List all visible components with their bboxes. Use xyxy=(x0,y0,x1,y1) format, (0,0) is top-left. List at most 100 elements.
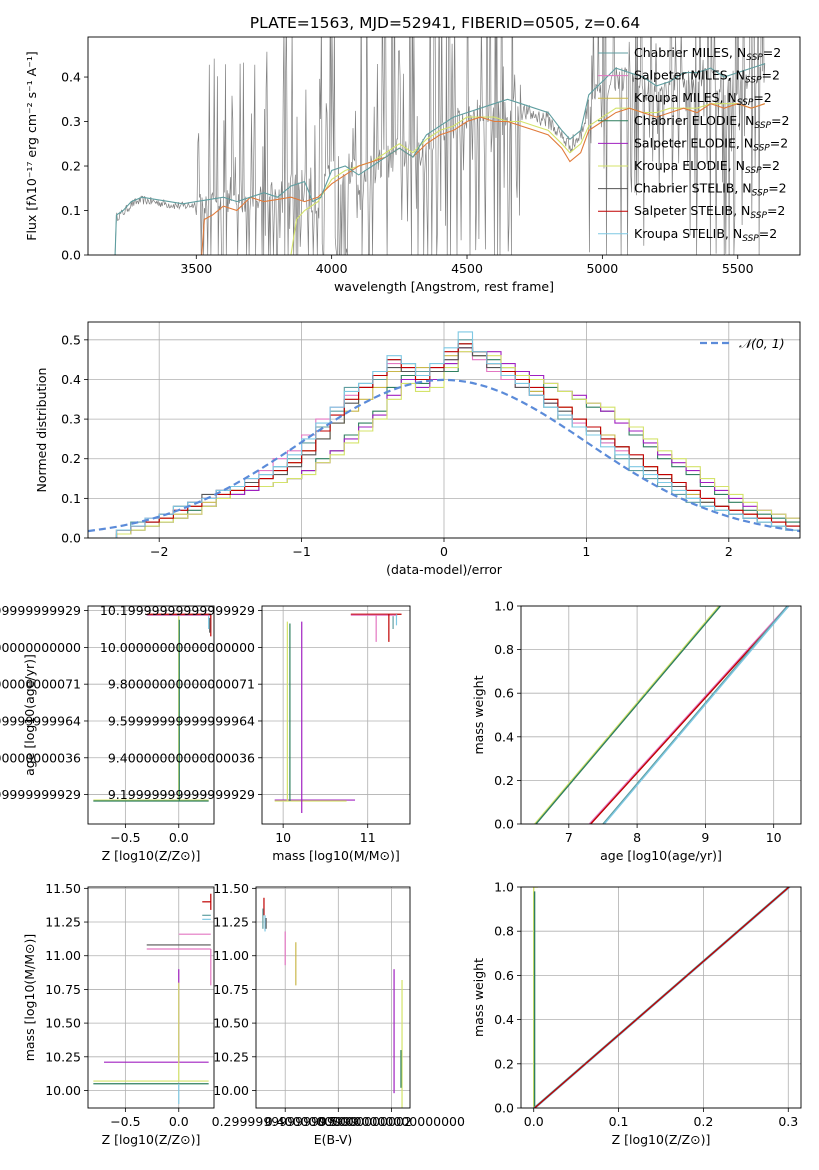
y-tick-label: 10.19999999999999929 xyxy=(0,603,81,618)
legend-entry-label: Kroupa ELODIE, NSSP=2 xyxy=(634,158,780,176)
y-tick-label: 10.75 xyxy=(45,982,81,997)
age-vs-Z-x-axis-label: Z [log10(Z/Z⊙)] xyxy=(102,848,201,863)
y-tick-label: 0.2 xyxy=(494,773,514,788)
y-tick-label: 0.3 xyxy=(61,412,81,427)
age-vs-mass-x-axis-label: mass [log10(M/M⊙)] xyxy=(272,848,400,863)
mass-vs-EBV-x-axis-label: E(B-V) xyxy=(314,1132,353,1147)
x-tick-label: 5500 xyxy=(722,261,754,276)
x-tick-label: 0.0 xyxy=(524,1114,544,1129)
x-tick-label: 10 xyxy=(275,830,291,845)
x-tick-label: 0.0 xyxy=(169,830,189,845)
x-tick-label: 10 xyxy=(766,830,782,845)
figure-title: PLATE=1563, MJD=52941, FIBERID=0505, z=0… xyxy=(250,14,640,32)
x-tick-label: 0.29999999999999999 xyxy=(212,1114,359,1129)
y-tick-label: 10.25 xyxy=(45,1049,81,1064)
legend-entry-label: Kroupa STELIB, NSSP=2 xyxy=(634,226,777,244)
model-spectrum-chabrier-line xyxy=(114,63,765,255)
y-tick-label: 11.50 xyxy=(213,881,249,896)
mass-vs-EBV-plot-area xyxy=(262,897,403,1108)
x-tick-label: −2 xyxy=(150,544,168,559)
mass-vs-Z-panel: −0.5 0.0 10.00 10.25 10.50 10.75 11.00 11.25 11.… xyxy=(22,881,215,1147)
y-tick-label: 0.8 xyxy=(494,924,514,939)
weight-line-salpeter-miles xyxy=(588,606,788,824)
spectrum-plot-area xyxy=(114,37,766,255)
y-tick-label: 11.50 xyxy=(45,881,81,896)
y-tick-label: 0.4 xyxy=(494,729,514,744)
mass-weight-vs-age-frame xyxy=(520,605,802,825)
y-tick-label: 1.0 xyxy=(494,599,514,614)
x-tick-label: 4500 xyxy=(451,261,483,276)
y-tick-label: 10.00 xyxy=(45,1083,81,1098)
y-tick-label: 9.59999999999999964 xyxy=(0,713,81,728)
y-tick-label: 0.0 xyxy=(61,248,81,263)
y-tick-label: 9.19999999999999929 xyxy=(0,787,81,802)
age-vs-Z-frame xyxy=(87,605,215,825)
legend-entry-label: Salpeter STELIB, NSSP=2 xyxy=(634,203,785,221)
y-tick-label: 9.59999999999999964 xyxy=(108,713,255,728)
x-tick-label: 0.2 xyxy=(693,1114,713,1129)
x-tick-label: 0.1 xyxy=(609,1114,629,1129)
x-tick-label: 9 xyxy=(701,830,709,845)
y-tick-label: 0.4 xyxy=(494,1012,514,1027)
y-tick-label: 0.4 xyxy=(61,372,81,387)
y-tick-label: 0.0 xyxy=(494,817,514,832)
residuals-frame xyxy=(87,321,801,539)
x-tick-label: 0 xyxy=(440,544,448,559)
y-tick-label: 11.00 xyxy=(45,948,81,963)
y-tick-label: 0.6 xyxy=(494,968,514,983)
y-tick-label: 0.2 xyxy=(61,159,81,174)
histogram-kroupa-elodie xyxy=(102,351,800,538)
mass-vs-EBV-panel: 0.299999999999999990.400000000000000020.… xyxy=(212,881,465,1147)
model-spectrum-salpeter-line xyxy=(201,103,765,255)
x-tick-label: 0.3 xyxy=(778,1114,798,1129)
y-tick-label: 0.5 xyxy=(61,332,81,347)
x-tick-label: 7 xyxy=(565,830,573,845)
y-tick-label: 9.40000000000000036 xyxy=(108,750,255,765)
age-vs-mass-panel: 10 11 9.19999999999999929 9.400000000000000… xyxy=(100,603,411,863)
y-tick-label: 9.80000000000000071 xyxy=(108,677,255,692)
x-tick-label: 0.50000000000000000 xyxy=(318,1114,465,1129)
y-tick-label: 0.0 xyxy=(61,531,81,546)
legend-entry-label: Chabrier STELIB, NSSP=2 xyxy=(634,181,787,199)
x-tick-label: 0.40000000000000002 xyxy=(265,1114,412,1129)
y-tick-label: 10.00000000000000000 xyxy=(0,640,81,655)
y-tick-label: 11.25 xyxy=(45,915,81,930)
spectrum-y-axis-label: Flux [fλ10⁻¹⁷ erg cm⁻² s⁻¹ A⁻¹] xyxy=(24,51,39,240)
y-tick-label: 0.6 xyxy=(494,686,514,701)
legend-entry-label: Chabrier MILES, NSSP=2 xyxy=(634,45,781,63)
legend-entry-label: Kroupa MILES, NSSP=2 xyxy=(634,90,772,108)
x-tick-label: 4000 xyxy=(316,261,348,276)
legend-entry-label: 𝒩(0, 1) xyxy=(739,336,785,351)
residuals-y-axis-label: Normed distribution xyxy=(34,368,49,493)
weight-line-kroupa-elodie xyxy=(534,606,720,824)
y-tick-label: 9.19999999999999929 xyxy=(108,787,255,802)
y-tick-label: 0.1 xyxy=(61,203,81,218)
y-tick-label: 10.50 xyxy=(213,1016,249,1031)
residuals-x-axis-label: (data-model)/error xyxy=(386,562,503,577)
y-tick-label: 10.19999999999999929 xyxy=(100,603,255,618)
y-tick-label: 10.75 xyxy=(213,982,249,997)
weight-line-chabrier-miles xyxy=(602,606,788,824)
mass-weight-vs-Z-plot-area xyxy=(533,887,791,1108)
x-tick-label: 11 xyxy=(360,830,376,845)
y-tick-label: 1.0 xyxy=(494,880,514,895)
legend-entry-label: Chabrier ELODIE, NSSP=2 xyxy=(634,113,789,131)
weight-line-kroupa-stelib xyxy=(603,606,790,824)
x-tick-label: 3500 xyxy=(180,261,212,276)
legend-entry-label: Salpeter ELODIE, NSSP=2 xyxy=(634,135,788,153)
x-tick-label: −0.5 xyxy=(110,1114,140,1129)
y-tick-label: 0.8 xyxy=(494,642,514,657)
x-tick-label: 2 xyxy=(725,544,733,559)
y-tick-label: 0.2 xyxy=(61,451,81,466)
spectrum-frame xyxy=(87,36,801,256)
weight-line-chabrier-elodie xyxy=(535,606,721,824)
y-tick-label: 0.3 xyxy=(61,114,81,129)
spectrum-legend: Chabrier MILES, NSSP=2 Salpeter MILES, NS… xyxy=(598,45,789,244)
x-tick-label: 0.0 xyxy=(169,1114,189,1129)
x-tick-label: 8 xyxy=(633,830,641,845)
mass-vs-Z-plot-area xyxy=(93,893,212,1104)
mass-weight-vs-Z-y-axis-label: mass weight xyxy=(471,958,486,1037)
x-tick-label: −0.5 xyxy=(110,830,140,845)
histogram-kroupa-stelib xyxy=(102,331,800,538)
